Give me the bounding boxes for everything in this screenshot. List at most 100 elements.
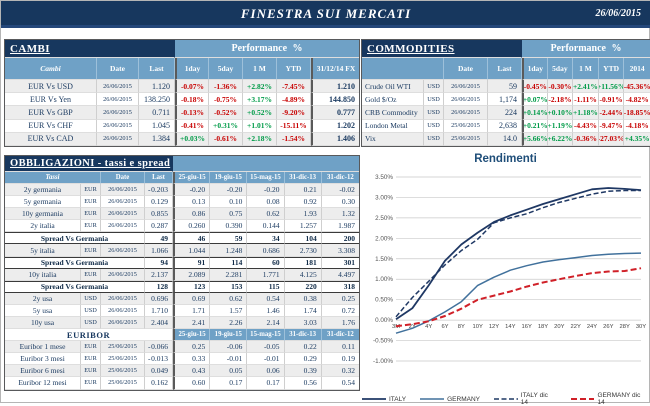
rate-value: 1.248: [210, 244, 248, 257]
spread-last-value: 128: [145, 280, 173, 293]
header-bar: FINESTRA SUI MERCATI 26/06/2015: [1, 1, 650, 28]
rate-value: 2.089: [173, 268, 211, 281]
rate-value: 0.19: [321, 353, 359, 366]
commodity-row: CRB Commodity USD 26/06/2015 224 +0.14% +0.10…: [362, 106, 650, 120]
perf-value: -0.75%: [209, 93, 243, 107]
legend-line-sample: [420, 398, 445, 400]
rate-value: 0.25: [173, 341, 211, 354]
rate-value: 0.54: [247, 292, 285, 305]
yield-chart: Rendimenti 3.50% 3.00% 2.50% 2.00% 1.50% 1.00…: [362, 151, 649, 406]
column-header: Last: [145, 172, 173, 184]
column-header: Tassi: [5, 172, 101, 184]
x-tick-label: 6Y: [441, 324, 448, 330]
date-value: 25/06/2015: [101, 377, 145, 390]
spread-value: 59: [210, 232, 248, 245]
perf-value: -0.41%: [175, 119, 209, 133]
legend-line-sample: [570, 398, 595, 400]
column-header: 31-dic-13: [284, 172, 322, 184]
perf-value: +0.52%: [243, 106, 277, 120]
rate-value: 0.92: [284, 196, 322, 209]
date-value: 26/06/2015: [97, 119, 139, 133]
rate-value: 0.17: [210, 377, 248, 390]
perf-value: -7.45%: [277, 80, 311, 94]
perf-value: -1.54%: [277, 132, 311, 146]
chart-legend: ITALY GERMANY ITALY dic 14 GERMANY dic 14: [362, 392, 649, 406]
rate-value: 0.60: [173, 377, 211, 390]
currency-label: EUR: [81, 244, 101, 257]
rate-value: -0.01: [247, 353, 285, 366]
y-tick-label: 3.50%: [375, 174, 393, 181]
rate-value: 0.144: [247, 220, 285, 233]
spread-value: 318: [321, 280, 359, 293]
last-value: 1.066: [145, 244, 173, 257]
series-italy: [395, 187, 642, 321]
pair-name: EUR Vs CHF: [5, 119, 97, 133]
last-value: 0.711: [139, 106, 175, 120]
rate-value: 0.75: [210, 208, 248, 221]
column-header: Cambi: [5, 58, 97, 80]
perf-value: -45.36%: [624, 80, 650, 94]
spread-value: 153: [210, 280, 248, 293]
cambi-row: EUR Vs CHF 26/06/2015 1.045 -0.41% +0.31% +1.…: [5, 119, 359, 133]
last-value: 1.384: [139, 132, 175, 146]
perf-value: -0.13%: [175, 106, 209, 120]
perf-value: -4.43%: [573, 119, 599, 133]
perf-value: -4.82%: [624, 93, 650, 107]
last-value: 0.855: [145, 208, 173, 221]
spread-value: 301: [321, 256, 359, 269]
spread-label: Spread Vs Germania: [5, 256, 145, 269]
legend-line-sample: [362, 398, 386, 400]
date-value: 26/06/2015: [97, 106, 139, 120]
currency-label: USD: [424, 80, 444, 94]
currency-label: USD: [81, 317, 101, 330]
spread-value: 34: [247, 232, 285, 245]
spread-last-value: 94: [145, 256, 173, 269]
bond-name: 2y usa: [5, 292, 81, 305]
x-tick-label: 30Y: [636, 324, 646, 330]
perf-value: -0.18%: [175, 93, 209, 107]
perf-value: +0.03%: [175, 132, 209, 146]
date-value: 26/06/2015: [444, 93, 488, 107]
x-tick-label: 24Y: [587, 324, 597, 330]
euribor-row: Euribor 3 mesi EUR 25/06/2015-0.013 0.33 -0.…: [5, 353, 359, 366]
currency-label: USD: [81, 292, 101, 305]
last-value: 224: [488, 106, 522, 120]
spread-label: Spread Vs Germania: [5, 232, 145, 245]
rate-value: 2.26: [210, 317, 248, 330]
perf-value: -27.03%: [598, 132, 625, 146]
perf-value: -0.30%: [547, 80, 574, 94]
page-title: FINESTRA SUI MERCATI: [240, 6, 412, 21]
rate-value: 0.72: [321, 305, 359, 318]
last-value: 1.045: [139, 119, 175, 133]
perf-value: -0.52%: [209, 106, 243, 120]
rate-value: 0.13: [173, 196, 211, 209]
rate-value: 1.987: [321, 220, 359, 233]
last-value: -0.066: [145, 341, 173, 354]
last-value: 0.162: [145, 377, 173, 390]
legend-label: GERMANY: [447, 395, 480, 403]
currency-label: EUR: [81, 220, 101, 233]
perf-value: +1.18%: [573, 106, 599, 120]
last-value: 0.696: [145, 292, 173, 305]
perf-value: -2.18%: [547, 93, 574, 107]
bond-name: 10y germania: [5, 208, 81, 221]
rate-value: 2.730: [284, 244, 322, 257]
commodity-row: London Metal USD 25/06/2015 2,638 +0.21% +1.1…: [362, 119, 650, 133]
date-value: 26/06/2015: [97, 93, 139, 107]
rate-value: 1.32: [321, 208, 359, 221]
column-header: 25-giu-15: [173, 172, 211, 184]
rate-value: 0.62: [247, 208, 285, 221]
x-tick-label: 8Y: [458, 324, 465, 330]
rate-value: 0.56: [284, 377, 322, 390]
rate-value: 3.03: [284, 317, 322, 330]
column-header: 31-dic-13: [284, 329, 322, 342]
cambi-section-title: CAMBI: [5, 40, 175, 58]
perf-value: +0.07%: [522, 93, 548, 107]
legend-label: ITALY: [389, 395, 407, 403]
rate-value: 0.25: [321, 292, 359, 305]
currency-label: EUR: [81, 377, 101, 390]
last-value: 2,638: [488, 119, 522, 133]
euribor-row: Euribor 12 mesi EUR 25/06/2015 0.162 0.60 0.1…: [5, 377, 359, 390]
fx-ref-value: 1.406: [311, 132, 359, 146]
column-header: 19-giu-15: [210, 329, 248, 342]
